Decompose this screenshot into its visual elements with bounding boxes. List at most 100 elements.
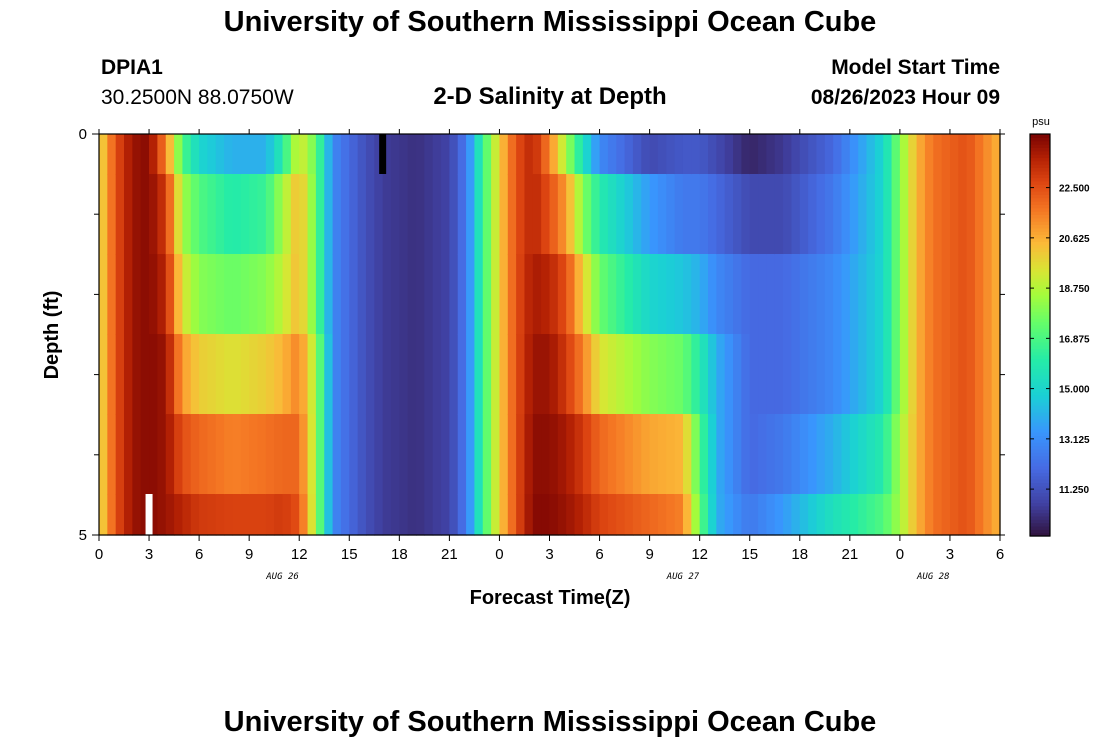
heatmap-cell [432, 134, 442, 175]
chart-subtitle: 2-D Salinity at Depth [433, 83, 667, 110]
colorbar-segment [1030, 345, 1050, 349]
heatmap-cell [332, 134, 342, 175]
heatmap-cell [390, 254, 400, 335]
heatmap-cell [524, 334, 534, 415]
heatmap-cell [140, 174, 150, 255]
heatmap-cell [708, 174, 717, 255]
heatmap-cell [432, 334, 442, 415]
heatmap-cell [849, 334, 859, 415]
heatmap-cell [132, 414, 142, 495]
heatmap-cell [199, 334, 209, 415]
heatmap-cell [365, 494, 375, 536]
heatmap-cell [716, 334, 726, 415]
heatmap-cell [232, 134, 242, 175]
heatmap-cell [407, 414, 417, 495]
heatmap-cell [315, 334, 325, 415]
heatmap-cell [265, 414, 275, 495]
heatmap-cell [908, 134, 918, 175]
heatmap-cell [307, 254, 317, 335]
y-axis-title: Depth (ft) [41, 291, 63, 380]
heatmap-cell [491, 134, 501, 175]
heatmap-cell [165, 254, 175, 335]
colorbar-segment [1030, 157, 1050, 162]
heatmap-cell [708, 334, 717, 415]
day-label: AUG 27 [666, 572, 700, 582]
heatmap-cell [524, 134, 534, 175]
heatmap-cell [741, 174, 751, 255]
heatmap-cell [991, 414, 1001, 495]
heatmap-cell [290, 494, 300, 536]
heatmap-cell [541, 334, 551, 415]
heatmap-cell [649, 134, 659, 175]
heatmap-cell [182, 254, 192, 335]
heatmap-cell [866, 334, 876, 415]
colorbar-segment [1030, 201, 1050, 205]
colorbar-segment [1030, 351, 1050, 356]
heatmap-cell [324, 334, 334, 415]
heatmap-cell [724, 334, 734, 415]
heatmap-cell [299, 414, 309, 495]
heatmap-cell [599, 134, 609, 175]
heatmap-cell [365, 334, 375, 415]
x-tick-label: 15 [741, 546, 758, 563]
heatmap-cell [749, 414, 759, 495]
heatmap-cell [841, 414, 851, 495]
colorbar-segment [1030, 422, 1050, 427]
heatmap-cell [841, 494, 851, 536]
heatmap-cell [140, 334, 150, 415]
heatmap-cell [974, 494, 984, 536]
heatmap-cell [416, 494, 425, 536]
heatmap-cell [349, 254, 359, 335]
heatmap-cell [307, 334, 317, 415]
heatmap-cell [607, 414, 617, 495]
heatmap-cell [908, 414, 918, 495]
colorbar-segment [1030, 254, 1050, 259]
colorbar-segment [1030, 211, 1050, 215]
colorbar-segment [1030, 224, 1050, 229]
heatmap-cell [824, 134, 834, 175]
heatmap-cell [466, 334, 476, 415]
heatmap-cell [315, 174, 325, 255]
heatmap-cell [674, 254, 684, 335]
heatmap-cell [315, 134, 325, 175]
heatmap-cell [232, 254, 242, 335]
colorbar-segment [1030, 241, 1050, 246]
heatmap-cell [357, 414, 367, 495]
heatmap-cell [924, 494, 934, 536]
colorbar-segment [1030, 231, 1050, 236]
heatmap-cell [299, 334, 309, 415]
heatmap-cell [766, 414, 776, 495]
colorbar-frame [1029, 133, 1051, 537]
heatmap-cell [607, 334, 617, 415]
heatmap-cell [482, 334, 492, 415]
heatmap-cell [541, 414, 551, 495]
heatmap-cell [532, 334, 542, 415]
heatmap-cell [833, 254, 843, 335]
colorbar-segment [1030, 321, 1050, 326]
heatmap-cell [365, 414, 375, 495]
heatmap-cell [733, 174, 742, 255]
heatmap-cell [833, 494, 843, 536]
heatmap-cell [240, 174, 250, 255]
heatmap-cell [941, 414, 951, 495]
y-tick-label: 5 [79, 527, 87, 544]
heatmap-cell [282, 334, 292, 415]
colorbar-segment [1030, 318, 1050, 323]
x-tick-label: 6 [595, 546, 603, 563]
heatmap-cell [382, 414, 392, 495]
heatmap-cell [357, 494, 367, 536]
heatmap-cell [365, 254, 375, 335]
heatmap-cell [599, 414, 609, 495]
colorbar-segment [1030, 375, 1050, 380]
colorbar-segment [1030, 187, 1050, 192]
colorbar-segment [1030, 452, 1050, 457]
heatmap-cell [382, 494, 392, 536]
heatmap-cell [482, 494, 492, 536]
heatmap-cell [466, 494, 476, 536]
heatmap-cell [541, 134, 551, 175]
heatmap-cell [632, 494, 642, 536]
heatmap-cell [290, 334, 300, 415]
heatmap-cell [783, 174, 793, 255]
heatmap-cell [557, 334, 567, 415]
heatmap-cell [733, 494, 742, 536]
